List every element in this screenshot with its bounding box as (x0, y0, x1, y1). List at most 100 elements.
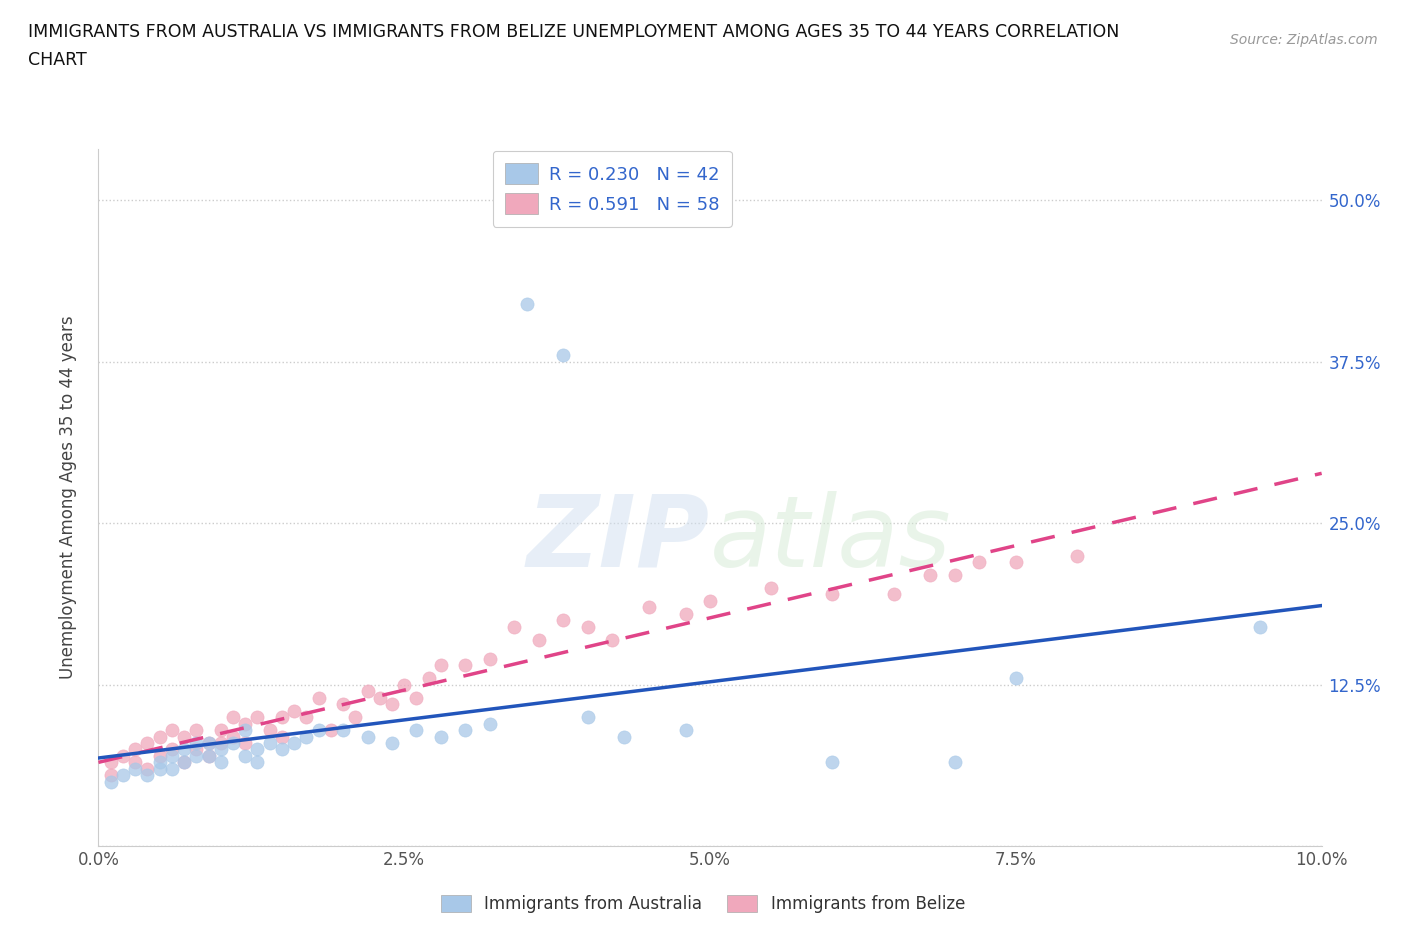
Point (356, 729, 378, 744)
Point (124, 762, 146, 777)
Point (759, 580, 782, 595)
Point (100, 768, 122, 783)
Point (233, 749, 256, 764)
Point (100, 755, 122, 770)
Point (576, 710, 599, 724)
Point (967, 554, 990, 569)
Point (295, 710, 318, 724)
Point (173, 755, 195, 770)
Point (332, 723, 354, 737)
Text: Source: ZipAtlas.com: Source: ZipAtlas.com (1230, 33, 1378, 46)
Point (613, 729, 636, 744)
Point (381, 697, 404, 711)
Point (197, 749, 219, 764)
Point (209, 755, 232, 770)
Point (637, 600, 661, 615)
Point (186, 742, 208, 757)
Point (527, 632, 550, 647)
Point (821, 587, 844, 602)
Point (368, 690, 391, 705)
Point (503, 619, 526, 634)
Point (246, 742, 269, 757)
Point (222, 736, 245, 751)
Point (111, 749, 134, 764)
Point (270, 742, 292, 757)
Point (209, 742, 232, 757)
Point (197, 736, 219, 751)
Point (283, 703, 305, 718)
Point (1004, 554, 1026, 569)
Point (295, 729, 318, 744)
Point (124, 755, 146, 770)
Point (883, 587, 905, 602)
Point (259, 736, 281, 751)
Point (821, 755, 844, 770)
Point (308, 723, 330, 737)
Point (136, 762, 159, 777)
Point (160, 762, 183, 777)
Point (149, 762, 172, 777)
Point (920, 567, 942, 582)
Point (186, 723, 208, 737)
Point (418, 671, 440, 685)
Point (233, 736, 256, 751)
Point (136, 736, 159, 751)
Point (699, 593, 721, 608)
Point (308, 690, 330, 705)
Point (516, 297, 538, 312)
Point (553, 348, 575, 363)
Point (160, 723, 183, 737)
Point (283, 736, 305, 751)
Point (197, 736, 219, 751)
Text: IMMIGRANTS FROM AUSTRALIA VS IMMIGRANTS FROM BELIZE UNEMPLOYMENT AMONG AGES 35 T: IMMIGRANTS FROM AUSTRALIA VS IMMIGRANTS … (28, 23, 1119, 41)
Point (392, 677, 416, 692)
Point (259, 723, 281, 737)
Point (943, 755, 966, 770)
Y-axis label: Unemployment Among Ages 35 to 44 years: Unemployment Among Ages 35 to 44 years (59, 316, 77, 679)
Point (478, 652, 501, 667)
Point (430, 729, 453, 744)
Point (149, 749, 172, 764)
Point (209, 723, 232, 737)
Point (270, 729, 292, 744)
Point (381, 736, 404, 751)
Point (675, 606, 697, 621)
Point (124, 742, 146, 757)
Point (149, 755, 172, 770)
Point (405, 690, 427, 705)
Point (344, 710, 367, 724)
Point (173, 742, 195, 757)
Point (478, 716, 501, 731)
Point (454, 723, 477, 737)
Point (332, 697, 354, 711)
Point (233, 723, 256, 737)
Point (246, 755, 269, 770)
Point (454, 658, 477, 673)
Point (246, 710, 269, 724)
Text: CHART: CHART (28, 51, 87, 69)
Point (356, 684, 378, 698)
Point (1249, 619, 1271, 634)
Point (186, 736, 208, 751)
Point (222, 729, 245, 744)
Point (186, 749, 208, 764)
Point (209, 736, 232, 751)
Point (600, 632, 623, 647)
Point (576, 619, 599, 634)
Point (233, 716, 256, 731)
Point (160, 749, 183, 764)
Point (405, 723, 427, 737)
Point (943, 567, 966, 582)
Point (136, 768, 159, 783)
Point (173, 729, 195, 744)
Point (1004, 671, 1026, 685)
Point (319, 723, 342, 737)
Point (100, 775, 122, 790)
Legend: Immigrants from Australia, Immigrants from Belize: Immigrants from Australia, Immigrants fr… (433, 887, 973, 922)
Point (160, 742, 183, 757)
Text: ZIP: ZIP (527, 491, 710, 588)
Point (553, 613, 575, 628)
Point (1066, 549, 1088, 564)
Point (149, 729, 172, 744)
Text: atlas: atlas (710, 491, 952, 588)
